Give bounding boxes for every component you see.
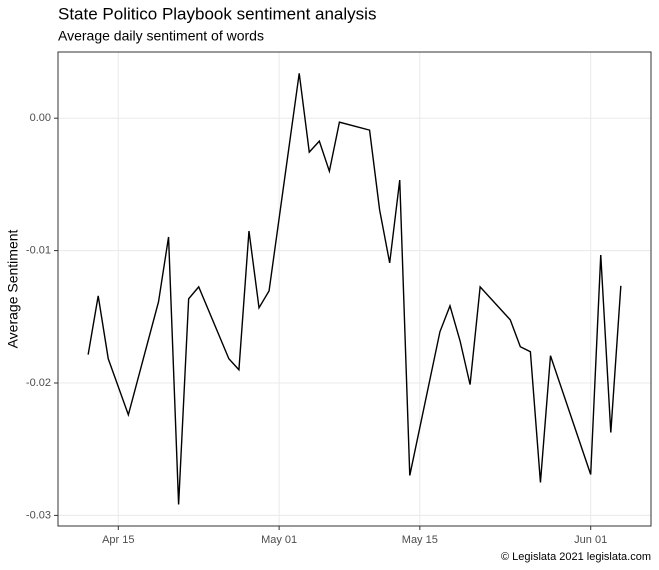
x-tick-label: May 15 [402,534,438,546]
chart-subtitle: Average daily sentiment of words [58,28,264,44]
panel-border [57,51,652,527]
y-tick-label: -0.01 [26,245,51,257]
y-tick-label: -0.03 [26,509,51,521]
y-tick-label: -0.02 [26,377,51,389]
y-tick-label: 0.00 [30,112,51,124]
caption: © Legislata 2021 legislata.com [501,551,651,563]
x-tick-label: Apr 15 [102,534,134,546]
data-line [87,73,622,505]
x-tick-label: May 01 [261,534,297,546]
x-tick-label: Jun 01 [574,534,607,546]
y-axis-label: Average Sentiment [5,229,21,348]
chart-title: State Politico Playbook sentiment analys… [58,4,376,23]
